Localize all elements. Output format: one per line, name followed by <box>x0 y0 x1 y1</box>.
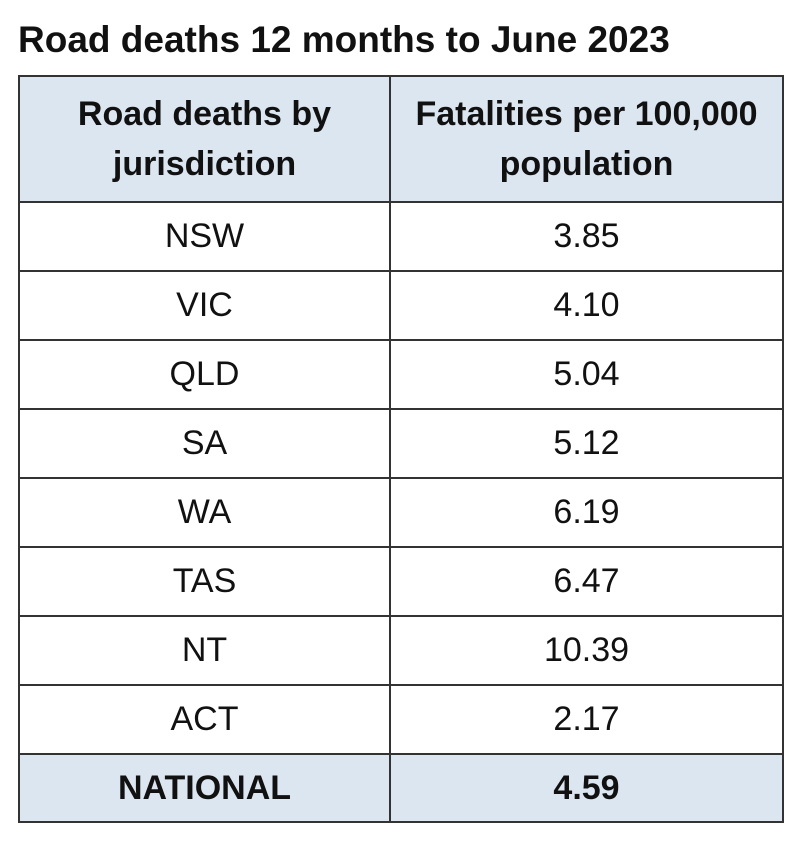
table-row: WA 6.19 <box>18 477 784 548</box>
jurisdiction-cell: VIC <box>18 270 391 341</box>
rate-cell: 4.10 <box>389 270 784 341</box>
table-row: NT 10.39 <box>18 615 784 686</box>
rate-cell: 2.17 <box>389 684 784 755</box>
jurisdiction-cell: QLD <box>18 339 391 410</box>
rate-cell: 6.47 <box>389 546 784 617</box>
total-row: NATIONAL 4.59 <box>18 753 784 823</box>
rate-cell: 5.12 <box>389 408 784 479</box>
table-row: VIC 4.10 <box>18 270 784 341</box>
table-row: QLD 5.04 <box>18 339 784 410</box>
rate-cell: 5.04 <box>389 339 784 410</box>
rate-cell: 6.19 <box>389 477 784 548</box>
header-cell: Fatalities per 100,000 population <box>389 75 784 203</box>
title: Road deaths 12 months to June 2023 <box>18 19 670 60</box>
jurisdiction-cell: WA <box>18 477 391 548</box>
fatalities-table: Road deaths by jurisdiction Fatalities p… <box>18 75 784 823</box>
rate-cell: 3.85 <box>389 201 784 272</box>
header-cell: Road deaths by jurisdiction <box>18 75 391 203</box>
table-row: TAS 6.47 <box>18 546 784 617</box>
jurisdiction-cell: TAS <box>18 546 391 617</box>
table-body: NSW 3.85 VIC 4.10 QLD 5.04 SA 5.12 WA 6.19 TAS 6.47… <box>18 201 784 823</box>
table-row: ACT 2.17 <box>18 684 784 755</box>
header-row: Road deaths by jurisdiction Fatalities p… <box>18 75 784 203</box>
total-rate-cell: 4.59 <box>389 753 784 823</box>
table-row: SA 5.12 <box>18 408 784 479</box>
total-label-cell: NATIONAL <box>18 753 391 823</box>
jurisdiction-cell: NSW <box>18 201 391 272</box>
jurisdiction-cell: NT <box>18 615 391 686</box>
jurisdiction-cell: ACT <box>18 684 391 755</box>
jurisdiction-cell: SA <box>18 408 391 479</box>
rate-cell: 10.39 <box>389 615 784 686</box>
table-row: NSW 3.85 <box>18 201 784 272</box>
